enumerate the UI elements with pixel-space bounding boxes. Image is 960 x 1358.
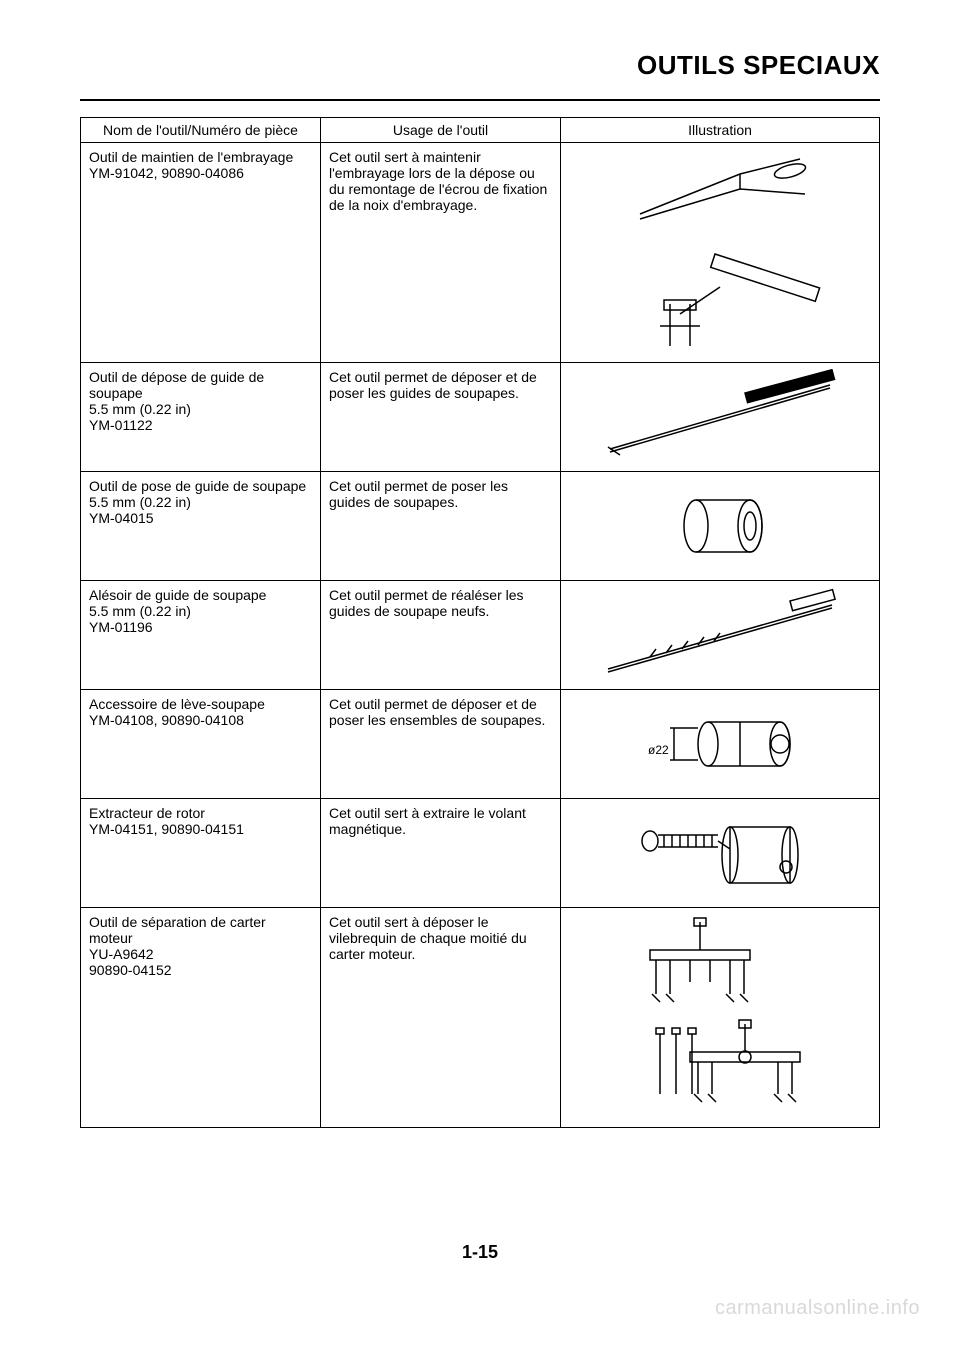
table-row: Alésoir de guide de soupape5.5 mm (0.22 … [81,581,880,690]
manual-page: OUTILS SPECIAUX Nom de l'outil/Numéro de… [0,0,960,1358]
diameter-label: ø22 [648,743,669,757]
tool-name: Outil de dépose de guide de soupape5.5 m… [81,363,321,472]
tool-name: Outil de maintien de l'embrayageYM-91042… [81,143,321,363]
tool-name: Outil de pose de guide de soupape5.5 mm … [81,472,321,581]
tools-table: Nom de l'outil/Numéro de pièce Usage de … [80,117,880,1128]
tool-name: Accessoire de lève-soupapeYM-04108, 9089… [81,690,321,799]
tool-usage: Cet outil sert à déposer le vilebrequin … [321,908,561,1128]
crankcase-separator-icon [590,914,850,1114]
table-row: Accessoire de lève-soupapeYM-04108, 9089… [81,690,880,799]
table-row: Outil de séparation de carter moteurYU-A… [81,908,880,1128]
tool-name: Extracteur de rotorYM-04151, 90890-04151 [81,799,321,908]
tool-usage: Cet outil permet de déposer et de poser … [321,363,561,472]
rotor-puller-icon [590,805,850,901]
tool-usage: Cet outil permet de poser les guides de … [321,472,561,581]
valve-guide-reamer-icon [590,587,850,683]
tool-name: Outil de séparation de carter moteurYU-A… [81,908,321,1128]
page-title: OUTILS SPECIAUX [80,50,880,81]
col-header-name: Nom de l'outil/Numéro de pièce [81,118,321,143]
table-row: Outil de dépose de guide de soupape5.5 m… [81,363,880,472]
tool-name: Alésoir de guide de soupape5.5 mm (0.22 … [81,581,321,690]
tool-illustration [561,363,880,472]
tool-illustration [561,908,880,1128]
valve-lifter-attachment-icon: ø22 [590,696,850,792]
tool-usage: Cet outil sert à maintenir l'embrayage l… [321,143,561,363]
clutch-holder-icon [590,149,850,349]
table-row: Extracteur de rotorYM-04151, 90890-04151… [81,799,880,908]
table-row: Outil de pose de guide de soupape5.5 mm … [81,472,880,581]
tool-usage: Cet outil permet de réaléser les guides … [321,581,561,690]
col-header-illustration: Illustration [561,118,880,143]
col-header-usage: Usage de l'outil [321,118,561,143]
tool-illustration [561,143,880,363]
tool-usage: Cet outil permet de déposer et de poser … [321,690,561,799]
page-number: 1-15 [0,1242,960,1263]
watermark: carmanualsonline.info [715,1297,920,1320]
table-row: Outil de maintien de l'embrayageYM-91042… [81,143,880,363]
tool-illustration [561,799,880,908]
tool-illustration: ø22 [561,690,880,799]
tool-illustration [561,472,880,581]
valve-guide-installer-icon [590,478,850,574]
table-header-row: Nom de l'outil/Numéro de pièce Usage de … [81,118,880,143]
tool-usage: Cet outil sert à extraire le volant magn… [321,799,561,908]
tool-illustration [561,581,880,690]
valve-guide-remover-icon [590,369,850,465]
title-rule [80,99,880,101]
